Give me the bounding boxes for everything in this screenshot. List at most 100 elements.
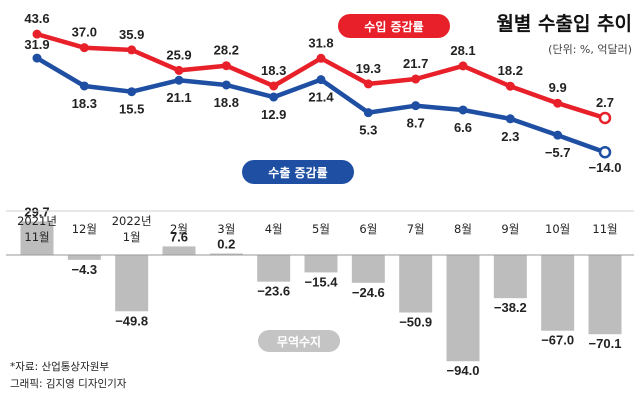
trade-balance-bar — [351, 255, 385, 283]
import-growth-value-label: 2.7 — [596, 95, 614, 110]
month-tick-label: 11월 — [24, 230, 49, 244]
trade-balance-value-label: −4.3 — [71, 262, 97, 277]
trade-balance-value-label: −70.1 — [589, 336, 622, 351]
export-growth-point — [221, 80, 231, 90]
graphic-credit: 그래픽: 김지영 디자인기자 — [10, 378, 127, 390]
trade-balance-bar — [588, 255, 622, 335]
month-tick-label: 10월 — [545, 222, 570, 236]
trade-balance-bars: 29.7 −4.3 −49.8 7.6 0.2 −23.6 −15.4 −24.6 −50.9 −… — [20, 204, 622, 378]
import-growth-point — [316, 53, 326, 63]
export-legend-tag — [242, 160, 354, 184]
import-legend-tag — [338, 14, 450, 38]
import-growth-point — [79, 43, 89, 53]
export-growth-value-label: 18.3 — [72, 96, 97, 111]
import-growth-point — [269, 81, 279, 91]
export-growth-value-label: 31.9 — [24, 37, 49, 52]
month-tick-labels: 2021년 11월 12월 2022년 1월 2월 3월 4월 5월 6월 7월 8월 9월 10월 11월 — [17, 214, 618, 244]
trade-balance-value-label: −23.6 — [257, 284, 290, 299]
import-growth-point — [363, 79, 373, 89]
month-tick-label: 3월 — [217, 222, 235, 236]
trade-balance-value-label: −50.9 — [399, 315, 432, 330]
month-tick-label: 4월 — [265, 222, 283, 236]
import-growth-point — [553, 98, 563, 108]
export-growth-value-label: 15.5 — [119, 102, 144, 117]
month-tick-label: 12월 — [72, 222, 97, 236]
export-growth-point — [269, 92, 279, 102]
trade-balance-bar — [541, 255, 575, 331]
export-growth-point — [553, 130, 563, 140]
month-tick-label: 5월 — [312, 222, 330, 236]
import-growth-point — [598, 111, 612, 125]
trade-balance-bar — [209, 253, 243, 255]
trade-balance-bar — [399, 255, 433, 313]
export-growth-value-label: 6.6 — [454, 120, 472, 135]
export-growth-point — [411, 101, 421, 111]
export-growth-value-label: 18.8 — [214, 95, 239, 110]
month-tick-label: 2022년 — [112, 214, 152, 228]
trade-balance-value-label: 0.2 — [217, 237, 235, 252]
import-growth-value-label: 25.9 — [166, 47, 191, 62]
month-tick-label: 7월 — [407, 222, 425, 236]
export-growth-point — [174, 75, 184, 85]
export-growth-point — [79, 81, 89, 91]
export-growth-point — [127, 87, 137, 97]
month-tick-label: 1월 — [123, 230, 141, 244]
export-growth-point — [316, 75, 326, 85]
trade-balance-bar — [67, 255, 101, 260]
trade-balance-bar — [115, 255, 149, 312]
import-growth-value-label: 18.3 — [261, 63, 286, 78]
export-growth-point — [505, 114, 515, 124]
import-growth-value-label: 28.1 — [450, 43, 475, 58]
export-growth-value-label: 2.3 — [501, 129, 519, 144]
trade-balance-value-label: −38.2 — [494, 300, 527, 315]
import-growth-value-label: 35.9 — [119, 27, 144, 42]
export-growth-point — [363, 108, 373, 118]
import-legend-label: 수입 증감률 — [364, 19, 423, 34]
chart-title: 월별 수출입 추이 — [496, 13, 632, 35]
export-growth-value-label: 5.3 — [359, 123, 377, 138]
export-growth-point — [598, 145, 612, 159]
export-growth-point — [458, 105, 468, 115]
trade-balance-value-label: −49.8 — [115, 313, 148, 328]
trade-balance-legend-label: 무역수지 — [277, 334, 321, 349]
export-legend-label: 수출 증감률 — [268, 165, 327, 180]
import-growth-value-label: 37.0 — [72, 25, 97, 40]
export-growth-value-label: 21.1 — [166, 90, 191, 105]
import-growth-value-label: 21.7 — [403, 56, 428, 71]
trade-balance-value-label: −67.0 — [541, 333, 574, 348]
import-growth-point — [411, 74, 421, 84]
export-growth-value-label: −14.0 — [589, 160, 622, 175]
trade-balance-bar — [446, 255, 480, 362]
month-tick-label: 8월 — [454, 222, 472, 236]
trade-balance-legend-tag — [258, 330, 340, 352]
trade-balance-value-label: −94.0 — [447, 363, 480, 378]
import-growth-value-label: 31.8 — [308, 35, 333, 50]
import-growth-point — [505, 81, 515, 91]
trade-balance-bar — [257, 255, 291, 282]
trade-balance-bar — [20, 221, 54, 255]
trade-balance-value-label: 7.6 — [170, 229, 188, 244]
month-tick-label: 9월 — [501, 222, 519, 236]
import-growth-value-label: 18.2 — [498, 63, 523, 78]
export-growth-value-label: 21.4 — [308, 90, 334, 105]
growth-rate-lines: 43.6 37.0 35.9 25.9 28.2 18.3 31.8 19.3 21.7 28.1… — [24, 11, 621, 175]
trade-balance-bar — [304, 255, 338, 273]
export-growth-value-label: 8.7 — [407, 116, 425, 131]
import-growth-point — [127, 45, 137, 55]
trade-balance-value-label: −24.6 — [352, 285, 385, 300]
export-growth-point — [32, 53, 42, 63]
month-tick-label: 2021년 — [17, 214, 57, 228]
trade-balance-bar — [162, 246, 196, 255]
month-tick-label: 2월 — [170, 222, 188, 236]
source-note: *자료: 산업통상자원부 — [10, 360, 109, 373]
export-growth-value-label: 12.9 — [261, 107, 286, 122]
import-growth-value-label: 19.3 — [356, 61, 381, 76]
import-growth-value-label: 28.2 — [214, 43, 239, 58]
month-tick-label: 6월 — [359, 222, 377, 236]
trade-balance-bar — [493, 255, 527, 299]
unit-label: (단위: %, 억달러) — [548, 43, 632, 56]
import-growth-value-label: 43.6 — [24, 11, 49, 26]
import-growth-point — [32, 29, 42, 39]
